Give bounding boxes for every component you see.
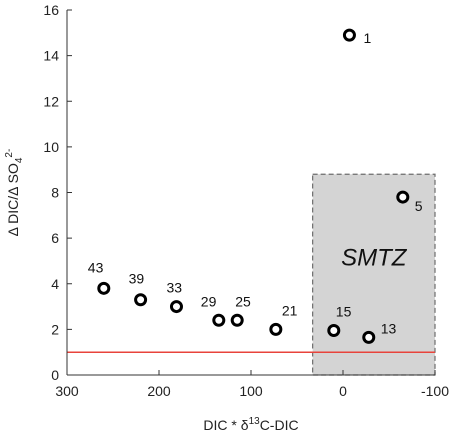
x-axis-title: DIC * δ13C-DIC: [203, 416, 298, 433]
y-axis-title-group: Δ DIC/Δ SO42-: [4, 149, 25, 237]
data-point: [327, 324, 341, 338]
data-point-label: 29: [201, 293, 217, 309]
smtz-zone-label: SMTZ: [341, 245, 408, 272]
data-point: [396, 190, 410, 204]
points-layer: [97, 28, 410, 344]
y-tick-label: 8: [51, 185, 59, 201]
x-tick-label: 300: [55, 383, 79, 399]
data-point-label: 43: [88, 259, 104, 275]
data-point-label: 1: [363, 30, 371, 46]
y-tick-label: 2: [51, 321, 59, 337]
data-point-label: 15: [336, 304, 352, 320]
data-point-label: 21: [282, 302, 298, 318]
y-tick-label: 6: [51, 230, 59, 246]
smtz-zone-layer: SMTZ: [312, 173, 436, 376]
data-point: [169, 300, 183, 314]
data-point: [362, 330, 376, 344]
y-tick-label: 16: [43, 2, 59, 18]
y-tick-label: 0: [51, 367, 59, 383]
x-tick-label: 0: [339, 383, 347, 399]
y-tick-label: 4: [51, 276, 59, 292]
data-point: [134, 293, 148, 307]
data-point-label: 5: [415, 198, 423, 214]
data-point-label: 25: [235, 293, 251, 309]
y-tick-label: 12: [43, 93, 59, 109]
data-point: [269, 322, 283, 336]
data-point: [97, 281, 111, 295]
y-tick-label: 14: [43, 48, 59, 64]
y-axis-title: Δ DIC/Δ SO42-: [4, 149, 25, 237]
data-point-label: 39: [129, 271, 145, 287]
smtz-zone: [312, 173, 436, 376]
x-tick-label: -100: [421, 383, 449, 399]
data-point: [342, 28, 356, 42]
y-tick-label: 10: [43, 139, 59, 155]
x-tick-label: 100: [239, 383, 263, 399]
data-point: [212, 313, 226, 327]
axis-titles-layer: DIC * δ13C-DIC Δ DIC/Δ SO42-: [4, 149, 299, 433]
x-tick-label: 200: [147, 383, 171, 399]
axes-layer: 0 2 4 6 8 10 12 14 16 300 200 100 0 -100: [43, 2, 449, 399]
data-point: [230, 313, 244, 327]
data-point-label: 33: [166, 280, 182, 296]
data-point-label: 13: [381, 320, 397, 336]
